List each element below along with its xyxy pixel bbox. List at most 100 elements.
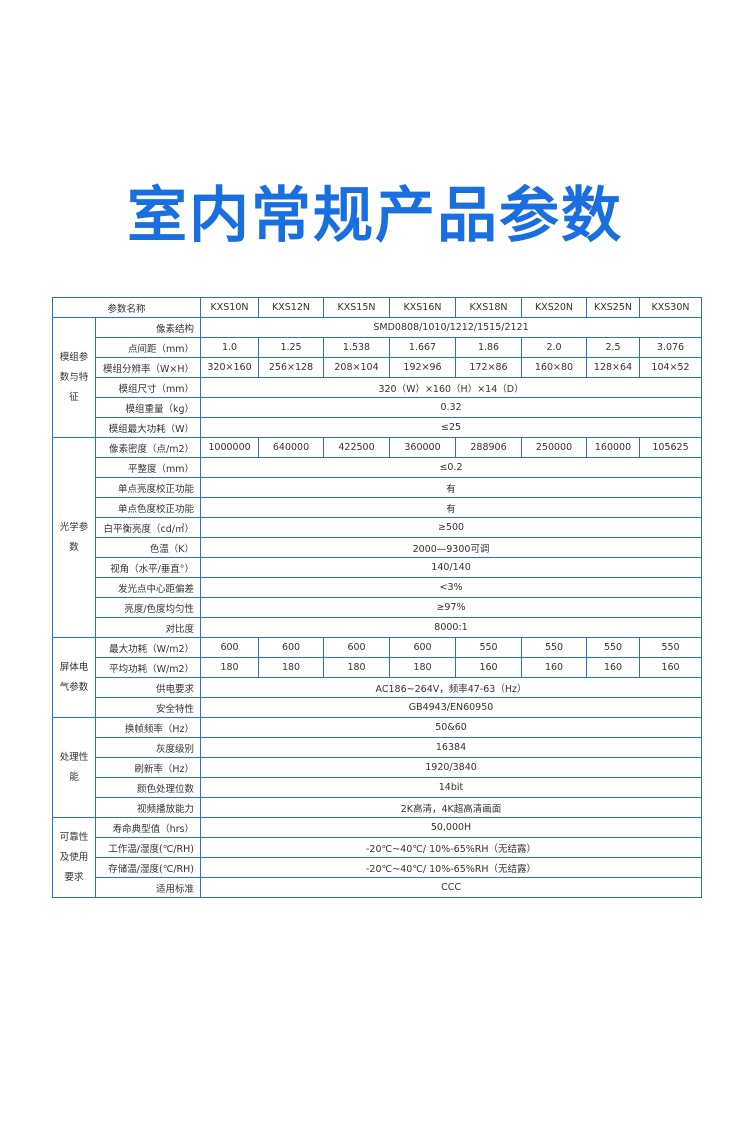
table-row: 点间距（mm） 1.0 1.25 1.538 1.667 1.86 2.0 2.5 3.076 (53, 337, 703, 358)
param-value: 600 (200, 637, 260, 658)
param-value: 1.0 (200, 337, 260, 358)
table-row: 灰度级别 16384 (53, 737, 703, 758)
param-value: 550 (639, 637, 703, 658)
header-row: 参数名称 KXS10N KXS12N KXS15N KXS16N KXS18N KXS20N… (51, 297, 703, 318)
param-value: 16384 (200, 737, 703, 758)
param-value: <3% (200, 577, 703, 598)
param-label: 寿命典型值（hrs） (94, 817, 202, 838)
param-value: 180 (389, 657, 457, 678)
param-value: 1000000 (200, 437, 260, 458)
table-row: 屏体电气参数 最大功耗（W/m2） 600 600 600 600 550 550 550 550 (52, 637, 703, 718)
param-value: 14bit (200, 777, 703, 798)
param-label: 色温（K） (94, 537, 202, 558)
param-value: 160 (455, 657, 523, 678)
param-value: 288906 (455, 437, 523, 458)
table-row: 模组最大功耗（W） ≤25 (53, 417, 703, 438)
spec-table: 参数名称 KXS10N KXS12N KXS15N KXS16N KXS18N KXS20N… (51, 297, 703, 898)
param-value: 1.538 (323, 337, 391, 358)
param-label: 平整度（mm） (94, 457, 202, 478)
table-row: 视频播放能力 2K高清，4K超高清画面 (53, 797, 703, 818)
model-header: KXS20N (521, 297, 588, 318)
param-value: 160×80 (521, 357, 588, 378)
param-value: 140/140 (200, 557, 703, 578)
table-row: 视角（水平/垂直°） 140/140 (53, 557, 703, 578)
param-value: 3.076 (639, 337, 703, 358)
table-row: 存储温/湿度(℃/RH) -20℃~40℃/ 10%-65%RH（无结露） (53, 857, 703, 878)
param-value: 208×104 (323, 357, 391, 378)
param-value: AC186~264V，频率47-63（Hz） (200, 677, 703, 698)
param-label: 最大功耗（W/m2） (94, 637, 202, 658)
param-value: 105625 (639, 437, 703, 458)
param-label: 安全特性 (94, 697, 202, 718)
param-value: 256×128 (258, 357, 325, 378)
param-label: 对比度 (94, 617, 202, 638)
table-row: 可靠性及使用要求 寿命典型值（hrs） 50,000H (52, 817, 703, 898)
param-label: 灰度级别 (94, 737, 202, 758)
table-row: 模组分辨率（W×H） 320×160 256×128 208×104 192×96 172… (53, 357, 703, 378)
param-label: 单点色度校正功能 (94, 497, 202, 518)
param-label: 存储温/湿度(℃/RH) (94, 857, 202, 878)
model-header: KXS15N (323, 297, 391, 318)
param-label: 单点亮度校正功能 (94, 477, 202, 498)
param-value: GB4943/EN60950 (200, 697, 703, 718)
param-value: 1.667 (389, 337, 457, 358)
table-row: 模组重量（kg） 0.32 (53, 397, 703, 418)
param-value: 160 (586, 657, 641, 678)
param-value: CCC (200, 877, 703, 898)
param-value: 550 (455, 637, 523, 658)
param-value: 2000—9300可调 (200, 537, 703, 558)
header-label: 参数名称 (51, 297, 202, 318)
table-row: 单点色度校正功能有 (53, 497, 703, 518)
param-label: 供电要求 (94, 677, 202, 698)
group-label: 光学参数 (52, 437, 96, 638)
param-value: 有 (200, 477, 703, 498)
group-label: 可靠性及使用要求 (52, 817, 96, 898)
param-value: ≥97% (200, 597, 703, 618)
param-label: 像素结构 (94, 317, 202, 338)
table-row: 处理性能 换帧频率（Hz） 50&60 (52, 717, 703, 818)
table-row: 色温（K） 2000—9300可调 (53, 537, 703, 558)
param-value: 0.32 (200, 397, 703, 418)
param-label: 刷新率（Hz） (94, 757, 202, 778)
param-value: 180 (258, 657, 325, 678)
param-value: 8000:1 (200, 617, 703, 638)
table-row: 工作温/湿度(℃/RH) -20℃~40℃/ 10%-65%RH（无结露） (53, 837, 703, 858)
param-value: SMD0808/1010/1212/1515/2121 (200, 317, 703, 338)
table-row: 供电要求 AC186~264V，频率47-63（Hz） (53, 677, 703, 698)
model-header: KXS12N (258, 297, 325, 318)
param-label: 视角（水平/垂直°） (94, 557, 202, 578)
table-row: 亮度/色度均匀性 ≥97% (53, 597, 703, 618)
param-value: 2.5 (586, 337, 641, 358)
param-value: 320（W）×160（H）×14（D） (200, 377, 703, 398)
param-value: 104×52 (639, 357, 703, 378)
table-row: 光学参数 像素密度（点/m2） 1000000 640000 422500 360000 2… (52, 437, 703, 638)
param-value: 172×86 (455, 357, 523, 378)
param-label: 亮度/色度均匀性 (94, 597, 202, 618)
param-label: 颜色处理位数 (94, 777, 202, 798)
param-label: 发光点中心距偏差 (94, 577, 202, 598)
page-title: 室内常规产品参数 (127, 181, 623, 251)
table-row: 适用标准 CCC (53, 877, 703, 898)
param-value: 250000 (521, 437, 588, 458)
table-row: 模组尺寸（mm） 320（W）×160（H）×14（D） (53, 377, 703, 398)
table-row: 单点亮度校正功能有 (53, 477, 703, 498)
param-value: 180 (200, 657, 260, 678)
table-row: 刷新率（Hz） 1920/3840 (53, 757, 703, 778)
param-value: 550 (521, 637, 588, 658)
param-label: 平均功耗（W/m2） (94, 657, 202, 678)
table-row: 对比度 8000:1 (53, 617, 703, 638)
param-value: 有 (200, 497, 703, 518)
param-value: ≤0.2 (200, 457, 703, 478)
table-row: 颜色处理位数 14bit (53, 777, 703, 798)
param-label: 视频播放能力 (94, 797, 202, 818)
param-value: 422500 (323, 437, 391, 458)
param-value: 192×96 (389, 357, 457, 378)
param-value: 320×160 (200, 357, 260, 378)
table-row: 平均功耗（W/m2） 180 180 180 180 160 160 160 160 (53, 657, 703, 678)
param-value: 360000 (389, 437, 457, 458)
param-value: 160000 (586, 437, 641, 458)
param-label: 白平衡亮度（cd/㎡） (94, 517, 202, 538)
param-value: ≤25 (200, 417, 703, 438)
param-label: 模组最大功耗（W） (94, 417, 202, 438)
table-row: 模组参数与特征 像素结构 SMD0808/1010/1212/1515/2121 (52, 317, 703, 438)
